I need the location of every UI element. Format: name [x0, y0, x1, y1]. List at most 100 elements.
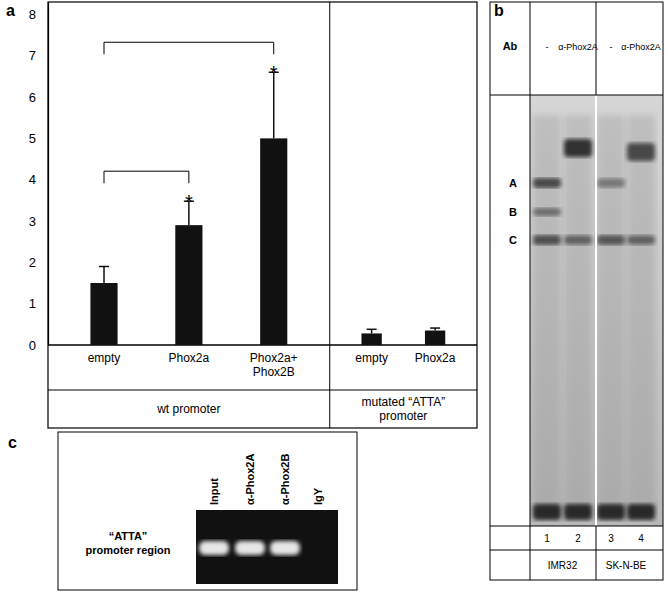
gel-band: [533, 178, 561, 188]
antibody-label: -: [546, 42, 549, 52]
plot-area: [90, 72, 445, 345]
y-tick-label: 6: [29, 90, 36, 105]
text-line: wt promoter: [156, 402, 220, 416]
gel: [196, 510, 338, 584]
panel-label: c: [8, 434, 17, 451]
bar: [175, 225, 202, 345]
group-label: wt promoter: [156, 402, 220, 416]
lane-number: 2: [575, 533, 581, 544]
text-line: promoter: [379, 409, 427, 423]
significance-bracket: [104, 42, 274, 54]
significance-bracket: [104, 171, 189, 183]
text-line: empty: [88, 351, 121, 365]
column-label: α-Phox2A: [244, 454, 256, 505]
y-tick: 4: [29, 172, 48, 187]
y-tick-label: 4: [29, 172, 36, 187]
y-tick-label: 1: [29, 296, 36, 311]
panel-label: a: [6, 2, 15, 19]
y-tick-label: 3: [29, 214, 36, 229]
bar: [425, 331, 445, 345]
y-tick: 5: [29, 131, 48, 146]
text-line: promoter region: [86, 544, 171, 556]
text-line: Phox2a: [415, 351, 456, 365]
row-divider: [490, 526, 663, 527]
lane-divider: [595, 95, 597, 526]
lane-number: 3: [608, 533, 614, 544]
text-line: empty: [355, 351, 388, 365]
band-label: C: [509, 234, 517, 246]
plot-frame: [48, 2, 477, 428]
text-line: Phox2a: [169, 351, 210, 365]
text-line: Phox2a+: [250, 351, 298, 365]
lane-number: 4: [638, 533, 644, 544]
panel-frame: [58, 432, 357, 590]
gel-band: [533, 504, 561, 520]
gel-band: [533, 208, 561, 216]
y-tick: 3: [29, 214, 48, 229]
panel-frame: [490, 2, 663, 580]
bar: [260, 138, 287, 345]
gel-band: [199, 541, 229, 555]
text-line: “ATTA”: [109, 530, 148, 542]
gel-lanes: [533, 115, 655, 520]
text-line: mutated “ATTA”: [362, 395, 446, 409]
text-line: Phox2B: [253, 365, 295, 379]
row-divider: [490, 550, 663, 551]
antibody-label: -: [610, 42, 613, 52]
gel: [530, 95, 663, 526]
y-tick-label: 2: [29, 255, 36, 270]
y-tick-label: 7: [29, 48, 36, 63]
y-tick: 2: [29, 255, 48, 270]
column-label: IgY: [312, 487, 324, 505]
gel-band: [597, 504, 625, 520]
lane-smear: [627, 115, 655, 515]
y-axis-line: [48, 3, 49, 346]
significance-label: *: [185, 191, 193, 213]
column-label: α-Phox2B: [279, 454, 291, 505]
gel-band: [627, 504, 655, 520]
gel-band: [564, 504, 592, 520]
gel-band: [627, 236, 655, 245]
gel-band: [235, 541, 265, 555]
lane-number: 1: [544, 533, 550, 544]
significance-label: *: [270, 62, 278, 84]
gel-band: [564, 236, 592, 245]
error-cap: [430, 327, 440, 329]
antibody-label: α-Phox2A: [558, 42, 598, 52]
error-bar: [103, 266, 105, 283]
category-divider: [48, 390, 477, 391]
gel-band: [597, 235, 625, 245]
band-label: A: [509, 177, 517, 189]
y-tick: 8: [29, 7, 48, 22]
gel-band: [270, 541, 300, 555]
gel-band: [627, 143, 655, 161]
lane-smear: [597, 115, 625, 515]
row-divider: [490, 95, 663, 96]
error-cap: [367, 329, 377, 331]
x-tick-label: Phox2a: [415, 351, 456, 365]
cell-line-label: SK-N-BE: [606, 560, 647, 571]
antibody-label: α-Phox2A: [621, 42, 661, 52]
group-label: mutated “ATTA”promoter: [362, 395, 446, 423]
panel-label: b: [494, 2, 504, 19]
gel-band: [597, 179, 625, 188]
y-tick: 0: [29, 338, 48, 353]
figure: a 0 1 2 3 4 5 6 7 8 * * empty Phox2a Phox2a+Phox2B empt…: [0, 0, 668, 594]
y-tick-label: 5: [29, 131, 36, 146]
column-label: Input: [208, 478, 220, 505]
x-tick-label: Phox2a: [169, 351, 210, 365]
gel-band: [564, 139, 592, 157]
lane-divider: [596, 526, 597, 580]
y-axis: 0 1 2 3 4 5 6 7 8: [29, 3, 49, 353]
x-tick-label: empty: [88, 351, 121, 365]
band-label: B: [509, 206, 517, 218]
y-tick-label: 8: [29, 7, 36, 22]
cell-line-label: IMR32: [548, 560, 578, 571]
lane-smear: [533, 115, 561, 515]
y-tick: 7: [29, 48, 48, 63]
group-divider: [329, 2, 330, 428]
x-tick-label: Phox2a+Phox2B: [250, 351, 298, 379]
y-tick: 6: [29, 90, 48, 105]
bar: [361, 333, 381, 345]
column-divider: [530, 2, 531, 580]
